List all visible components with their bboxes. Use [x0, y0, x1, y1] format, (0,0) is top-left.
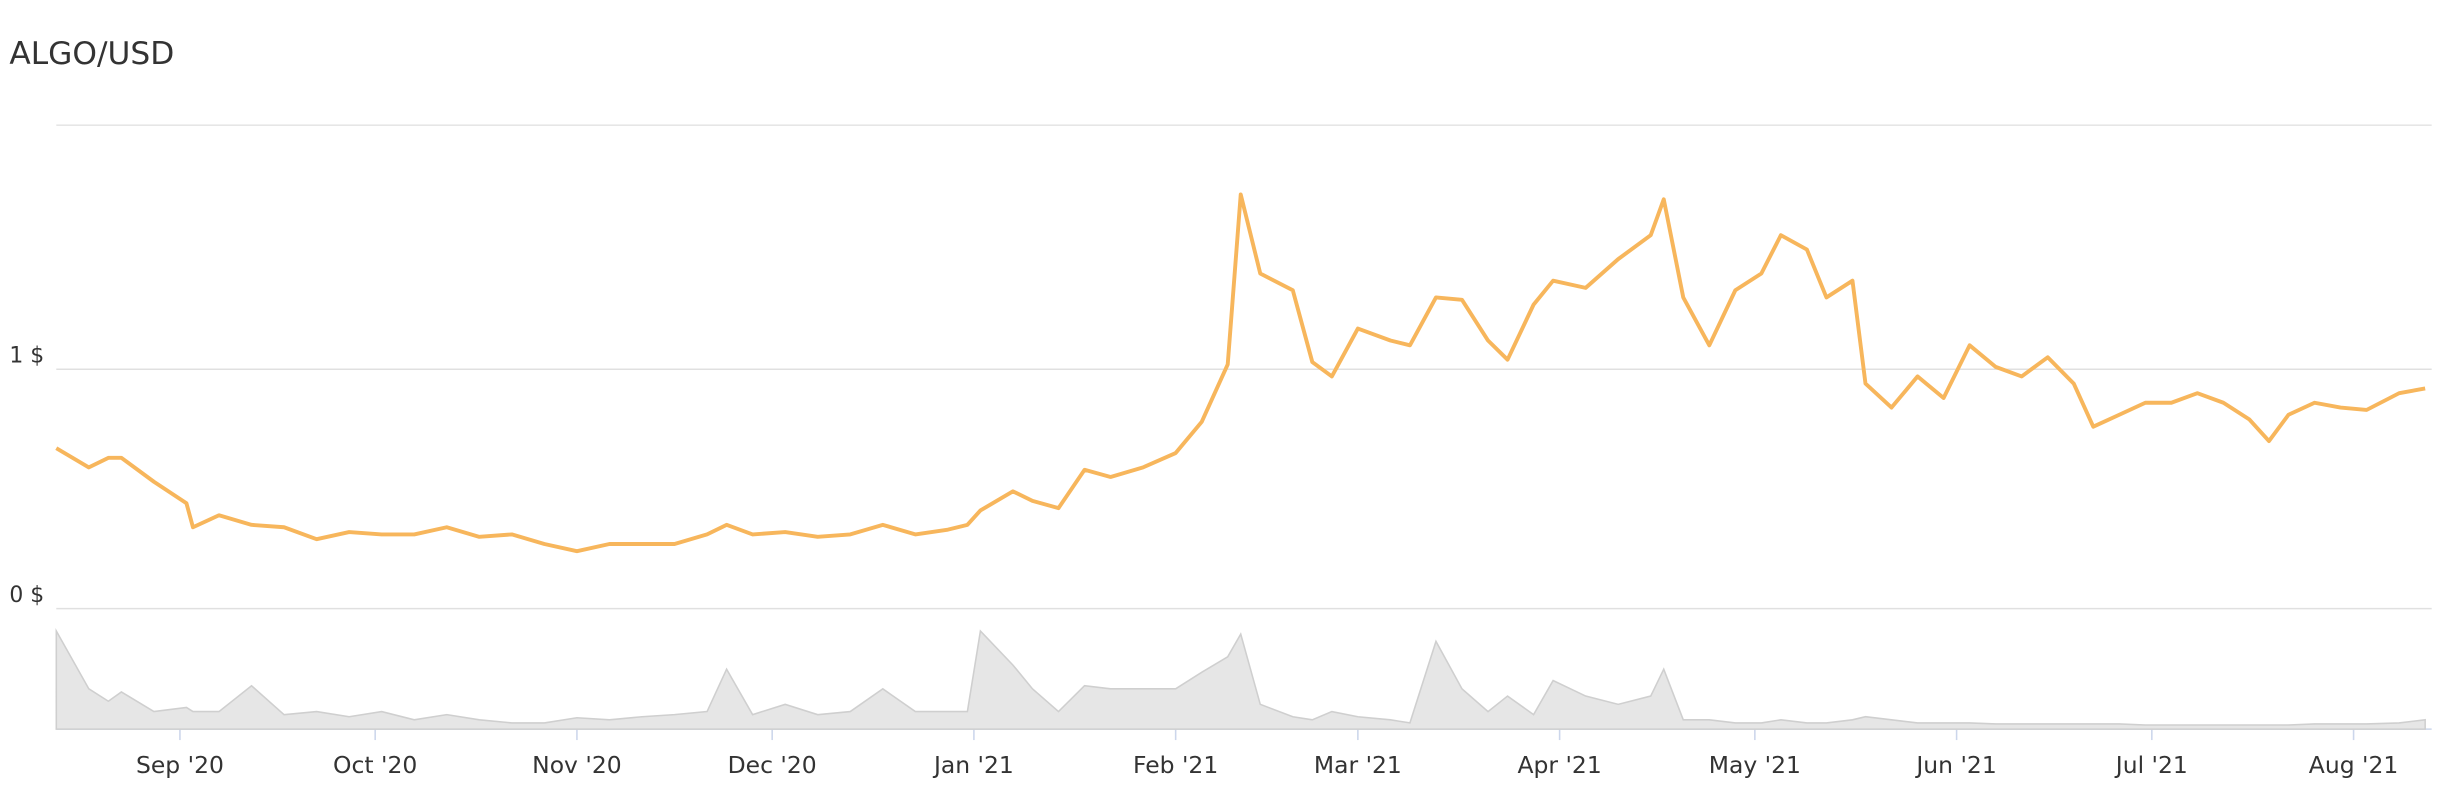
y-tick-label: 0 $	[9, 583, 44, 608]
chart-title: ALGO/USD	[9, 36, 174, 72]
x-tick-label: Sep '20	[136, 751, 224, 779]
x-tick-label: Nov '20	[532, 751, 622, 779]
x-tick-label: Jan '21	[932, 751, 1014, 779]
x-tick-label: Mar '21	[1314, 751, 1402, 779]
x-tick-label: Aug '21	[2309, 751, 2399, 779]
x-tick-label: Jul '21	[2114, 751, 2188, 779]
x-tick-label: Jun '21	[1914, 751, 1996, 779]
x-tick-label: Dec '20	[728, 751, 817, 779]
volume-area	[55, 628, 2426, 730]
x-tick-label: May '21	[1709, 751, 1801, 779]
x-tick-label: Feb '21	[1133, 751, 1218, 779]
price-line	[55, 192, 2426, 554]
x-tick-label: Oct '20	[333, 751, 417, 779]
y-tick-label: 1 $	[9, 344, 44, 369]
x-tick-label: Apr '21	[1517, 751, 1601, 779]
